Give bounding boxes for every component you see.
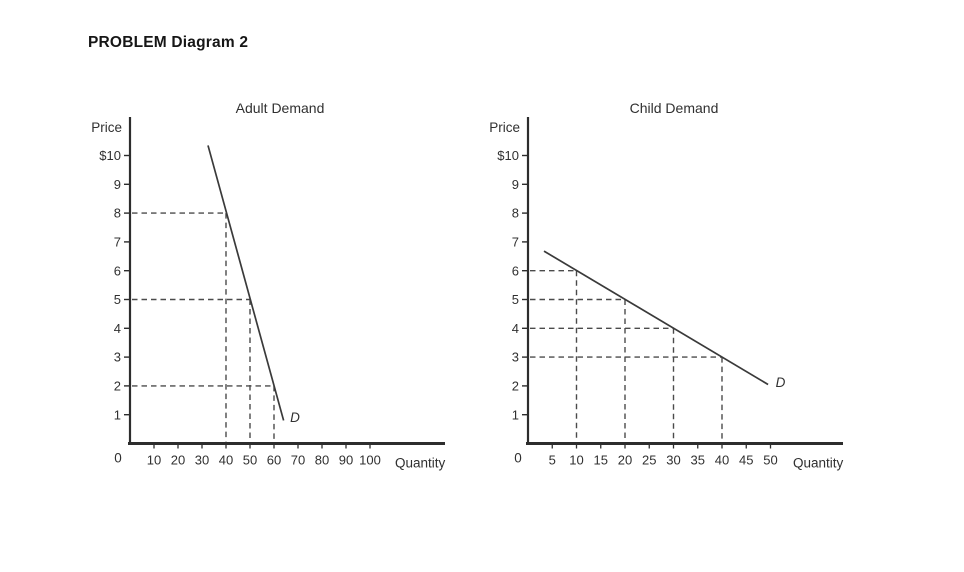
- x-tick-label: 45: [739, 453, 753, 468]
- x-tick-label: 10: [147, 453, 161, 468]
- y-tick-label: 1: [512, 407, 519, 422]
- x-tick-label: 40: [715, 453, 729, 468]
- y-tick-label: 7: [114, 235, 121, 250]
- x-tick-label: 5: [549, 453, 556, 468]
- demand-curve: [543, 250, 769, 386]
- y-tick-label: $10: [99, 148, 121, 163]
- x-tick-label: 40: [219, 453, 233, 468]
- x-tick-label: 90: [339, 453, 353, 468]
- x-tick-label: 15: [594, 453, 608, 468]
- y-tick-label: 4: [512, 321, 519, 336]
- y-tick-label: 4: [114, 321, 121, 336]
- x-tick-label: 70: [291, 453, 305, 468]
- x-tick-label: 20: [618, 453, 632, 468]
- x-tick-label: 30: [666, 453, 680, 468]
- y-tick-label: 3: [512, 350, 519, 365]
- x-tick-label: 80: [315, 453, 329, 468]
- y-tick-label: 3: [114, 350, 121, 365]
- adult-demand-chart: Adult Demand Price Quantity 0 1 2 3 4 5 6 7 8 9 $10 10…: [91, 100, 445, 471]
- y-tick-label: 1: [114, 407, 121, 422]
- y-tick-label: 2: [114, 379, 121, 394]
- y-tick-label: 5: [512, 292, 519, 307]
- x-tick-label: 35: [691, 453, 705, 468]
- page-title: PROBLEM Diagram 2: [88, 34, 249, 51]
- chart-title: Adult Demand: [236, 100, 325, 116]
- x-tick-label: 100: [359, 453, 381, 468]
- demand-curve: [207, 145, 285, 421]
- y-tick-label: $10: [497, 148, 519, 163]
- y-tick-label: 2: [512, 379, 519, 394]
- y-tick-label: 6: [114, 263, 121, 278]
- y-tick-label: 6: [512, 263, 519, 278]
- y-tick-label: 9: [114, 177, 121, 192]
- x-tick-label: 25: [642, 453, 656, 468]
- x-tick-label: 10: [569, 453, 583, 468]
- x-tick-label: 20: [171, 453, 185, 468]
- y-tick-label: 5: [114, 292, 121, 307]
- price-axis-label: Price: [489, 120, 520, 135]
- y-tick-label: 8: [512, 206, 519, 221]
- chart-title: Child Demand: [630, 100, 719, 116]
- origin-label: 0: [514, 451, 522, 466]
- x-tick-label: 30: [195, 453, 209, 468]
- demand-curve-label: D: [776, 375, 786, 390]
- quantity-axis-label: Quantity: [395, 456, 446, 471]
- y-tick-label: 8: [114, 206, 121, 221]
- x-tick-label: 50: [763, 453, 777, 468]
- y-tick-label: 9: [512, 177, 519, 192]
- quantity-axis-label: Quantity: [793, 456, 844, 471]
- x-tick-label: 50: [243, 453, 257, 468]
- origin-label: 0: [114, 451, 122, 466]
- demand-curve-label: D: [290, 410, 300, 425]
- price-axis-label: Price: [91, 120, 122, 135]
- x-tick-label: 60: [267, 453, 281, 468]
- y-tick-label: 7: [512, 235, 519, 250]
